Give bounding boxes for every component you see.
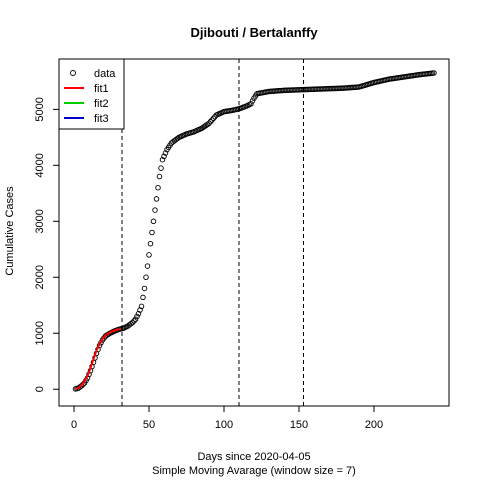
y-tick-label-4000: 4000: [34, 153, 46, 177]
chart-title: Djibouti / Bertalanffy: [190, 25, 318, 40]
fit1-line: [76, 329, 121, 389]
x-tick-label-200: 200: [365, 419, 383, 431]
x-tick-label-50: 50: [143, 419, 155, 431]
legend-label-fit2: fit2: [94, 98, 109, 110]
data-point-56: [157, 174, 162, 179]
legend-label-fit1: fit1: [94, 83, 109, 95]
data-point-46: [142, 286, 147, 291]
y-tick-label-3000: 3000: [34, 209, 46, 233]
y-tick-label-1000: 1000: [34, 321, 46, 345]
data-point-49: [147, 253, 152, 258]
legend: data fit1 fit2 fit3: [59, 59, 124, 129]
data-point-45: [141, 295, 146, 300]
data-point-57: [159, 166, 164, 171]
x-axis-label: Days since 2020-04-05: [197, 451, 310, 463]
x-tick-label-100: 100: [215, 419, 233, 431]
y-tick-label-2000: 2000: [34, 265, 46, 289]
data-point-47: [144, 275, 149, 280]
legend-label-data: data: [94, 68, 116, 80]
data-point-54: [154, 197, 159, 202]
x-tick-label-0: 0: [71, 419, 77, 431]
y-tick-label-5000: 5000: [34, 97, 46, 121]
data-point-51: [150, 230, 155, 235]
x-axis-sublabel: Simple Moving Avarage (window size = 7): [152, 465, 356, 477]
data-point-52: [151, 219, 156, 224]
x-tick-label-150: 150: [290, 419, 308, 431]
y-tick-label-0: 0: [34, 386, 46, 392]
data-point-53: [153, 208, 158, 213]
plot-area: [73, 59, 436, 406]
data-point-50: [148, 241, 153, 246]
y-axis-label: Cumulative Cases: [4, 186, 16, 276]
data-point-48: [145, 264, 150, 269]
legend-label-fit3: fit3: [94, 113, 109, 125]
data-point-55: [156, 185, 161, 190]
